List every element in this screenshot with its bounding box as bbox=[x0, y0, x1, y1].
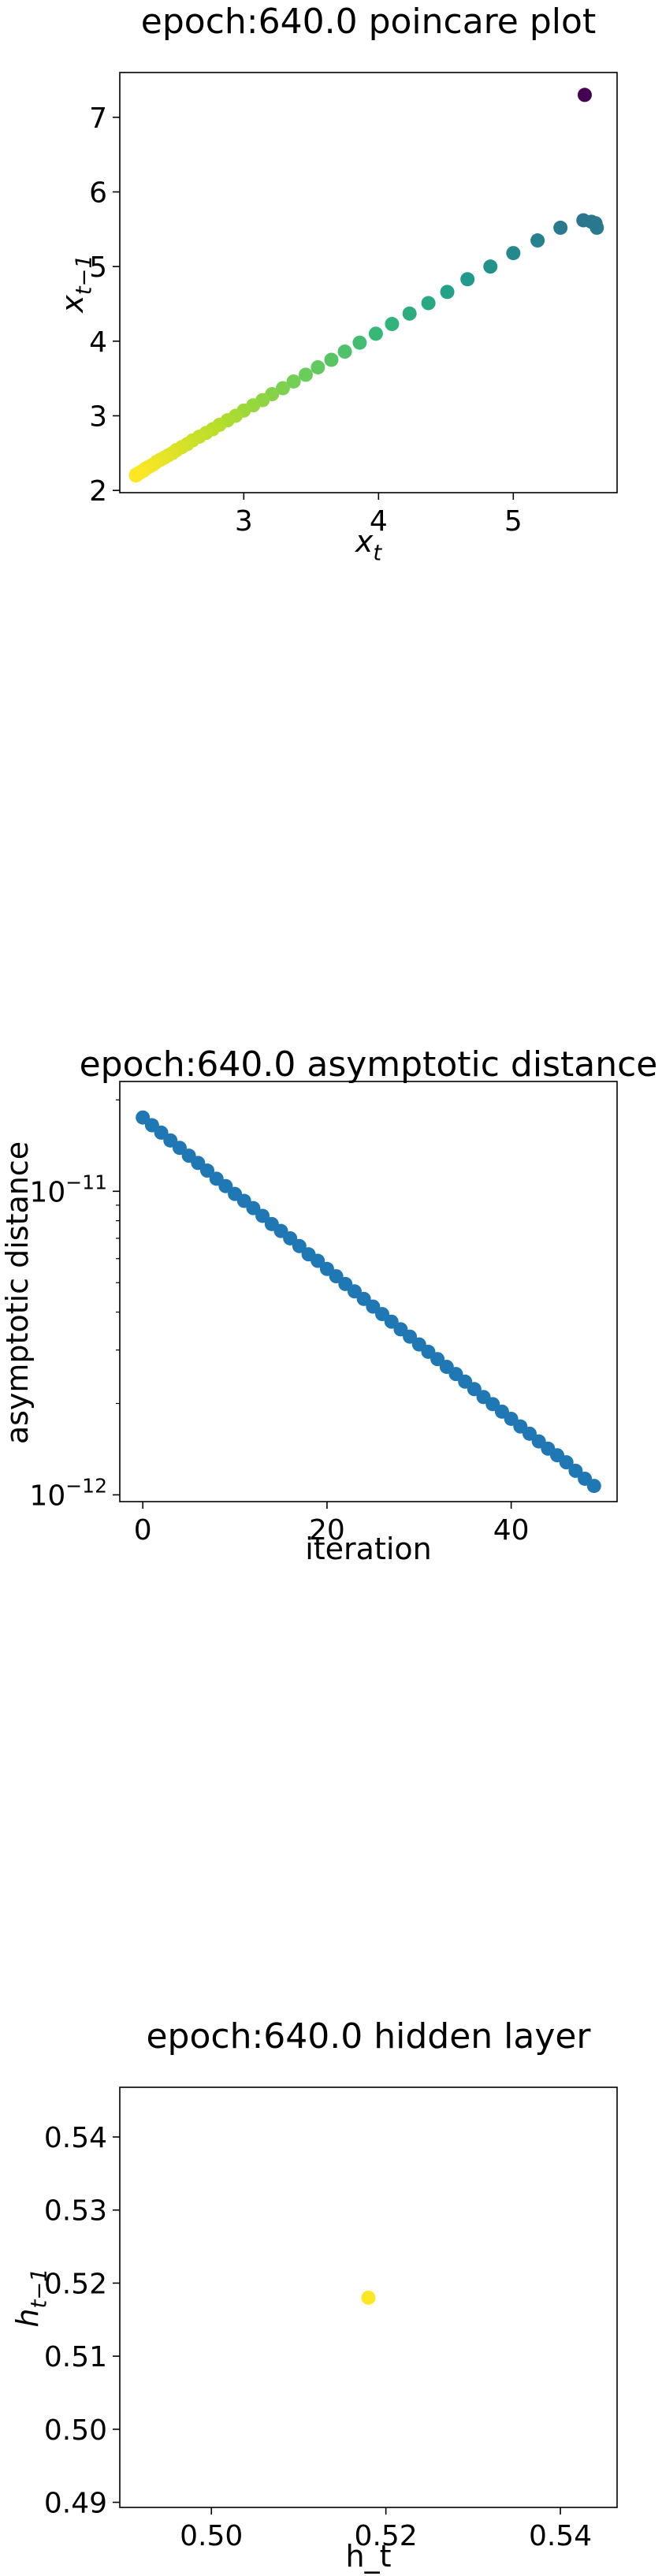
x-axis-label: iteration bbox=[305, 1532, 432, 1566]
data-point bbox=[361, 2290, 376, 2305]
x-tick-label: 5 bbox=[504, 505, 523, 538]
plot-frame bbox=[119, 1081, 618, 1502]
data-point bbox=[568, 1463, 583, 1478]
chart-1: epoch:640.0 poincare plot 3 4 5 2 3 4 5 6 7 xt xt−1 bbox=[55, 2, 618, 566]
chart-title: epoch:640.0 hidden layer bbox=[146, 2016, 591, 2057]
data-point bbox=[352, 335, 367, 350]
y-tick-label: 6 bbox=[89, 177, 107, 209]
data-point bbox=[154, 1125, 169, 1140]
data-point bbox=[385, 317, 400, 332]
plot-frame bbox=[119, 2086, 618, 2508]
y-tick-label: 0.53 bbox=[44, 2195, 107, 2228]
data-point bbox=[311, 1253, 325, 1268]
data-point bbox=[200, 1163, 215, 1178]
data-point bbox=[586, 1479, 601, 1494]
data-point bbox=[218, 1178, 233, 1193]
y-tick-label: 0.51 bbox=[44, 2341, 107, 2373]
x-tick-label: 0.50 bbox=[180, 2520, 243, 2552]
data-point bbox=[402, 306, 417, 321]
data-point bbox=[460, 272, 475, 287]
data-point bbox=[368, 326, 383, 341]
y-tick-label: 0.54 bbox=[44, 2122, 107, 2154]
x-axis-label: h_t bbox=[346, 2539, 392, 2574]
data-point bbox=[286, 374, 301, 389]
data-point bbox=[559, 1455, 574, 1470]
x-tick-label: 0.52 bbox=[355, 2520, 418, 2552]
data-point bbox=[506, 246, 521, 261]
data-point bbox=[421, 296, 436, 311]
y-tick-label: 3 bbox=[89, 400, 107, 433]
x-tick-label: 0 bbox=[134, 1514, 152, 1547]
x-tick-label: 0.54 bbox=[529, 2520, 592, 2552]
data-point bbox=[298, 367, 313, 382]
data-point bbox=[337, 344, 352, 359]
y-tick-label: 7 bbox=[89, 102, 107, 135]
y-tick-label: 2 bbox=[89, 475, 107, 508]
data-point bbox=[440, 285, 455, 300]
data-point bbox=[467, 1382, 482, 1397]
y-axis-label: asymptotic distance bbox=[0, 1141, 35, 1444]
data-point bbox=[292, 1238, 307, 1253]
y-tick-label: 5 bbox=[89, 251, 107, 284]
data-point bbox=[275, 381, 290, 396]
data-point bbox=[577, 87, 592, 102]
chart-2: epoch:640.0 asymptotic distance 0 20 40 10−1… bbox=[0, 1044, 657, 1566]
chart-title: epoch:640.0 poincare plot bbox=[141, 2, 596, 42]
y-tick-label: 0.52 bbox=[44, 2268, 107, 2300]
data-point bbox=[530, 233, 545, 248]
x-axis-label: xt bbox=[355, 524, 383, 566]
data-point bbox=[588, 216, 603, 231]
y-tick-label: 0.50 bbox=[44, 2414, 107, 2447]
data-point bbox=[255, 1208, 270, 1223]
y-tick-label: 10−11 bbox=[29, 1171, 107, 1208]
data-point bbox=[324, 352, 339, 367]
x-tick-label: 3 bbox=[235, 505, 253, 538]
x-tick-label: 4 bbox=[370, 505, 388, 538]
x-tick-label: 20 bbox=[309, 1514, 345, 1547]
x-tick-label: 40 bbox=[493, 1514, 530, 1547]
y-axis-label: ht−1 bbox=[10, 2268, 52, 2327]
data-point bbox=[483, 259, 498, 274]
data-point bbox=[553, 220, 568, 235]
y-tick-label: 10−12 bbox=[29, 1474, 107, 1512]
chart-title: epoch:640.0 asymptotic distance bbox=[80, 1044, 658, 1085]
plot-frame bbox=[119, 72, 618, 493]
y-tick-label: 0.49 bbox=[44, 2488, 107, 2520]
data-point bbox=[128, 468, 143, 483]
y-axis-label: xt−1 bbox=[55, 255, 97, 314]
data-point bbox=[311, 359, 325, 374]
y-tick-label: 4 bbox=[89, 326, 107, 359]
chart-3: epoch:640.0 hidden layer 0.50 0.52 0.54 0.49… bbox=[10, 2016, 618, 2574]
